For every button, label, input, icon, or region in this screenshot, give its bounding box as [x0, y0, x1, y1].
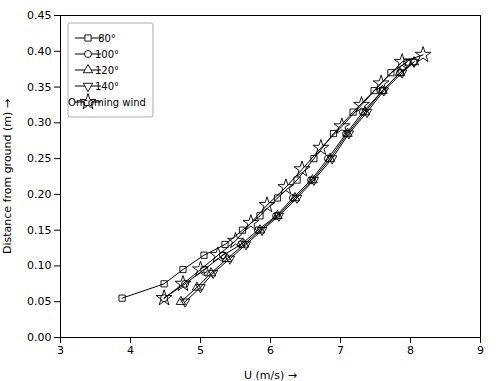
svg-text:0.40: 0.40	[27, 45, 52, 58]
svg-text:6: 6	[267, 344, 274, 357]
svg-text:0.30: 0.30	[27, 116, 52, 129]
svg-text:0.15: 0.15	[27, 224, 52, 237]
svg-text:0.10: 0.10	[27, 259, 52, 272]
svg-text:80°: 80°	[98, 33, 116, 44]
svg-text:0.25: 0.25	[27, 152, 52, 165]
svg-text:4: 4	[127, 344, 134, 357]
svg-text:120°: 120°	[95, 65, 119, 76]
svg-text:U (m/s) →: U (m/s) →	[244, 369, 297, 381]
svg-text:0.45: 0.45	[27, 9, 52, 22]
svg-text:100°: 100°	[95, 49, 119, 60]
svg-text:9: 9	[477, 344, 484, 357]
svg-text:0.20: 0.20	[27, 188, 52, 201]
svg-text:8: 8	[407, 344, 414, 357]
svg-text:Distance from ground (m) →: Distance from ground (m) →	[1, 99, 14, 254]
svg-text:0.00: 0.00	[27, 331, 52, 344]
svg-text:5: 5	[197, 344, 204, 357]
svg-text:0.05: 0.05	[27, 295, 52, 308]
svg-text:140°: 140°	[95, 81, 119, 92]
svg-text:Oncoming wind: Oncoming wind	[68, 97, 146, 108]
svg-text:3: 3	[57, 344, 64, 357]
svg-text:7: 7	[337, 344, 344, 357]
svg-text:0.35: 0.35	[27, 81, 52, 94]
